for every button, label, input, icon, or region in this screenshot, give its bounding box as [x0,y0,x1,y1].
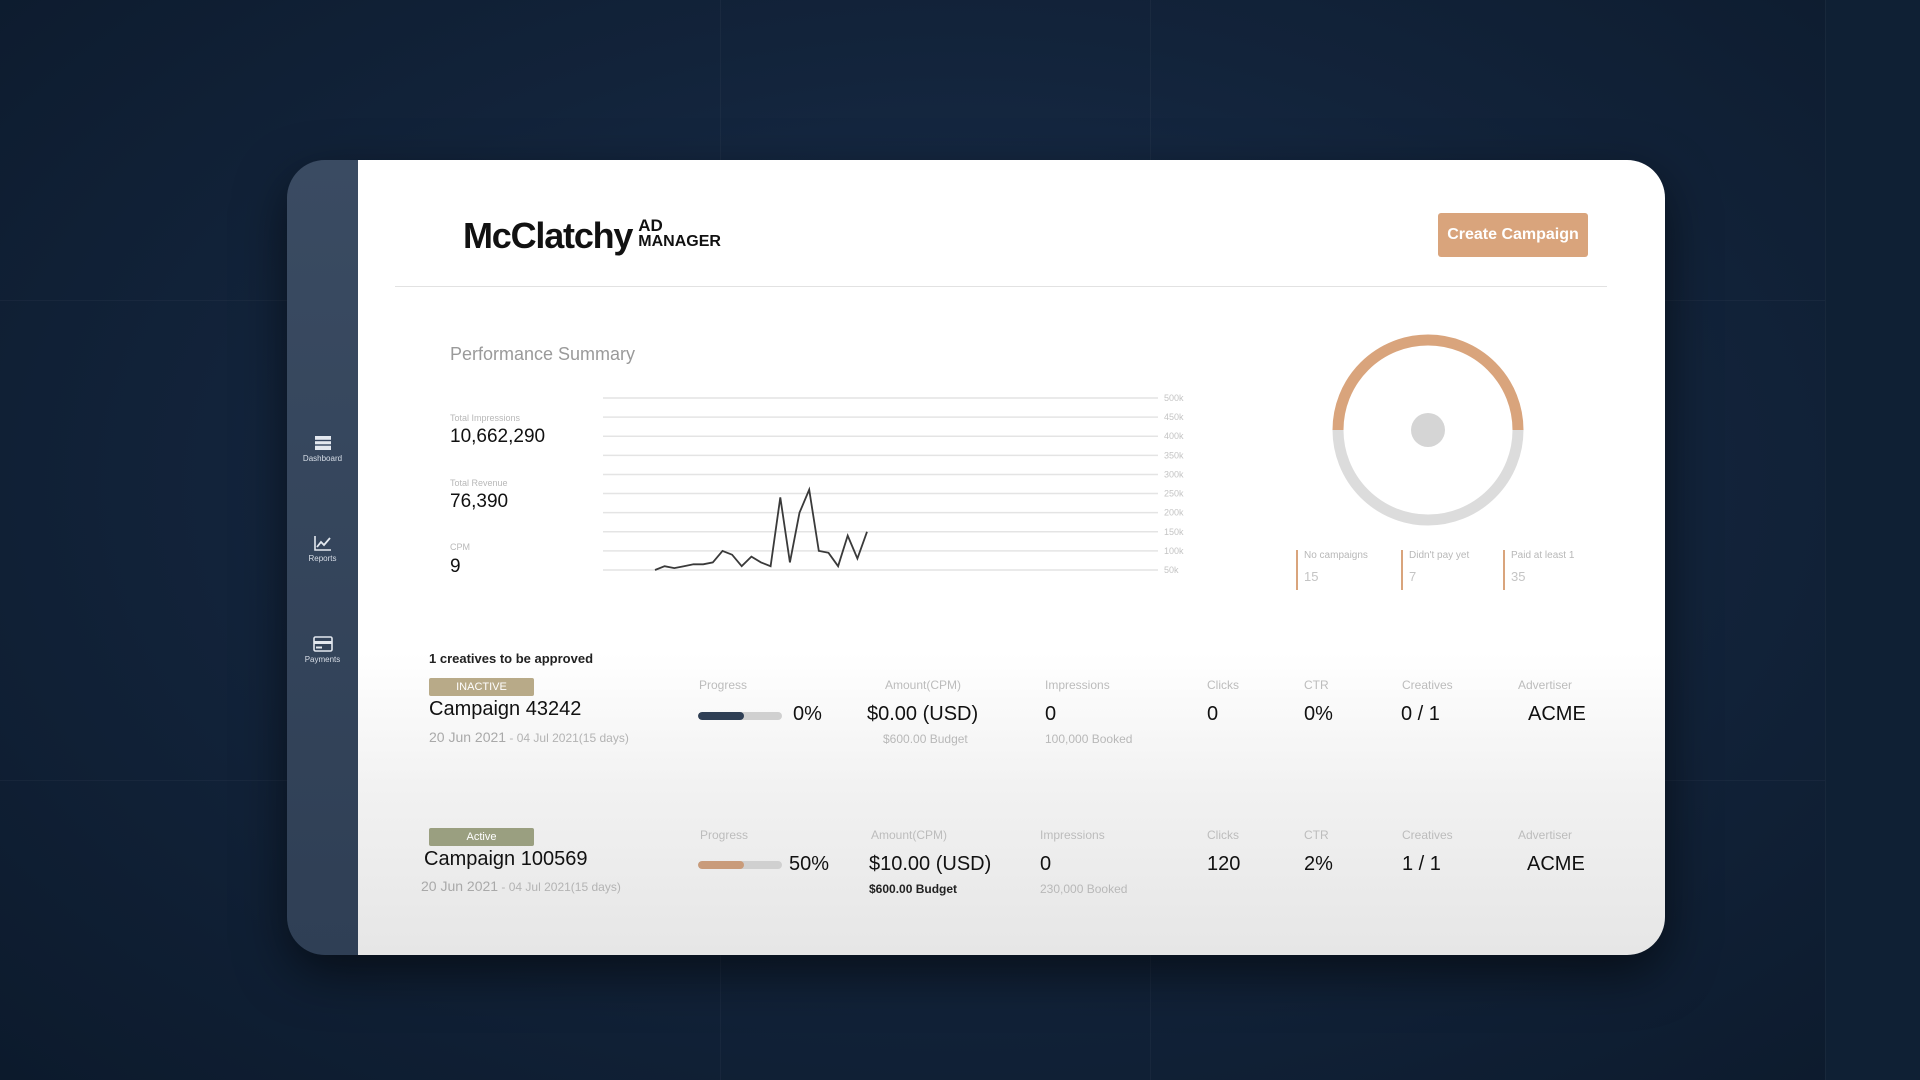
booked-value: 100,000 Booked [1045,732,1133,746]
progress-bar [698,861,782,869]
col-header-amount: Amount(CPM) [885,678,962,692]
legend-label: No campaigns [1304,550,1368,561]
creatives-value: 0 / 1 [1401,703,1440,725]
progress-bar-fill [698,712,745,720]
donut-arc-track [1332,429,1524,526]
stat-label-cpm: CPM [450,542,470,552]
series-line [654,486,868,571]
legend-no-campaigns: No campaigns 15 [1296,550,1368,590]
advertiser-value: ACME [1527,853,1585,875]
line-chart-icon [313,536,331,551]
donut-center [1411,413,1445,447]
stat-value-revenue: 76,390 [450,491,509,512]
sidebar-item-reports[interactable]: Reports [287,535,358,563]
logo-subtitle: AD MANAGER [638,216,721,254]
col-header-ctr: CTR [1304,678,1329,692]
campaign-name[interactable]: Campaign 43242 [429,698,582,720]
status-badge: INACTIVE [429,678,534,696]
col-header-advertiser: Advertiser [1518,678,1573,692]
logo-sub-ad: AD [638,216,663,235]
y-tick-label: 350k [1164,450,1184,460]
app-logo: McClatchy AD MANAGER [463,215,721,256]
table-icon [314,436,331,450]
col-header-progress: Progress [699,678,748,692]
y-tick-label: 300k [1164,469,1184,479]
col-header-clicks: Clicks [1207,678,1239,692]
y-tick-label: 150k [1164,527,1184,537]
clicks-value: 0 [1207,703,1219,725]
amount-value: $10.00 (USD) [869,853,992,875]
stat-value-cpm: 9 [450,556,461,577]
campaign-end-date: - 04 Jul 2021(15 days) [498,880,621,894]
ctr-value: 2% [1304,853,1333,875]
creatives-approval-note[interactable]: 1 creatives to be approved [429,651,594,666]
col-header-creatives: Creatives [1402,678,1453,692]
card-icon [312,636,333,652]
status-badge: Active [429,828,534,846]
col-header-impressions: Impressions [1045,678,1110,692]
budget-value: $600.00 Budget [883,732,968,746]
legend-label: Didn't pay yet [1409,550,1470,561]
header-divider [395,286,1607,287]
stat-value-impressions: 10,662,290 [450,426,546,447]
col-header-clicks: Clicks [1207,828,1239,842]
impressions-value: 0 [1045,703,1057,725]
creatives-value: 1 / 1 [1402,853,1441,875]
progress-percent: 0% [793,703,822,725]
sidebar-item-label: Payments [304,655,341,664]
sidebar-item-payments[interactable]: Payments [287,636,358,664]
bg-right-panel [1825,0,1920,1080]
stat-label-revenue: Total Revenue [450,478,508,488]
col-header-creatives: Creatives [1402,828,1453,842]
y-tick-label: 500k [1164,393,1184,403]
col-header-advertiser: Advertiser [1518,828,1573,842]
stat-label-impressions: Total Impressions [450,413,521,423]
legend-value: 15 [1304,569,1319,584]
clicks-value: 120 [1207,853,1241,875]
progress-bar-fill [698,861,745,869]
campaign-end-date: - 04 Jul 2021(15 days) [506,731,629,745]
logo-wordmark: McClatchy [463,215,633,256]
y-tick-label: 50k [1164,565,1179,575]
legend-didnt-pay: Didn't pay yet 7 [1401,550,1469,590]
section-title: Performance Summary [450,344,636,364]
y-tick-label: 250k [1164,489,1184,499]
main-panel: McClatchy AD MANAGER Create Campaign Per… [358,160,1665,955]
progress-percent: 50% [789,853,830,875]
col-header-impressions: Impressions [1040,828,1105,842]
create-campaign-button[interactable]: Create Campaign [1438,213,1588,257]
campaign-donut-chart [1332,334,1524,526]
donut-arc-accent [1332,334,1524,431]
app-window: Dashboard Reports Payments McClatchy AD … [287,160,1665,955]
sidebar-item-dashboard[interactable]: Dashboard [287,435,358,463]
amount-value: $0.00 (USD) [867,703,979,725]
progress-bar [698,712,782,720]
campaign-start-date: 20 Jun 2021 [421,878,499,894]
y-tick-label: 400k [1164,431,1184,441]
advertiser-value: ACME [1528,703,1586,725]
campaign-dates: 20 Jun 2021 - 04 Jul 2021(15 days) [429,729,629,745]
budget-value: $600.00 Budget [869,882,958,896]
campaign-start-date: 20 Jun 2021 [429,729,507,745]
ctr-value: 0% [1304,703,1333,725]
y-tick-label: 200k [1164,508,1184,518]
legend-value: 35 [1511,569,1526,584]
sidebar-item-label: Dashboard [302,454,343,463]
col-header-amount: Amount(CPM) [871,828,948,842]
campaign-dates: 20 Jun 2021 - 04 Jul 2021(15 days) [421,878,621,894]
campaign-name[interactable]: Campaign 100569 [424,848,588,870]
legend-paid-at-least-1: Paid at least 1 35 [1503,550,1574,590]
impressions-value: 0 [1040,853,1052,875]
col-header-ctr: CTR [1304,828,1329,842]
sidebar: Dashboard Reports Payments [287,160,358,955]
booked-value: 230,000 Booked [1040,882,1128,896]
col-header-progress: Progress [700,828,749,842]
legend-value: 7 [1409,569,1417,584]
legend-label: Paid at least 1 [1511,550,1575,561]
y-tick-label: 100k [1164,546,1184,556]
impressions-line-chart: 500k 450k 400k 350k 300k 250k 200k 150k 100k 50k [603,393,1184,575]
y-tick-label: 450k [1164,412,1184,422]
logo-sub-manager: MANAGER [638,233,721,250]
sidebar-item-label: Reports [308,554,337,563]
